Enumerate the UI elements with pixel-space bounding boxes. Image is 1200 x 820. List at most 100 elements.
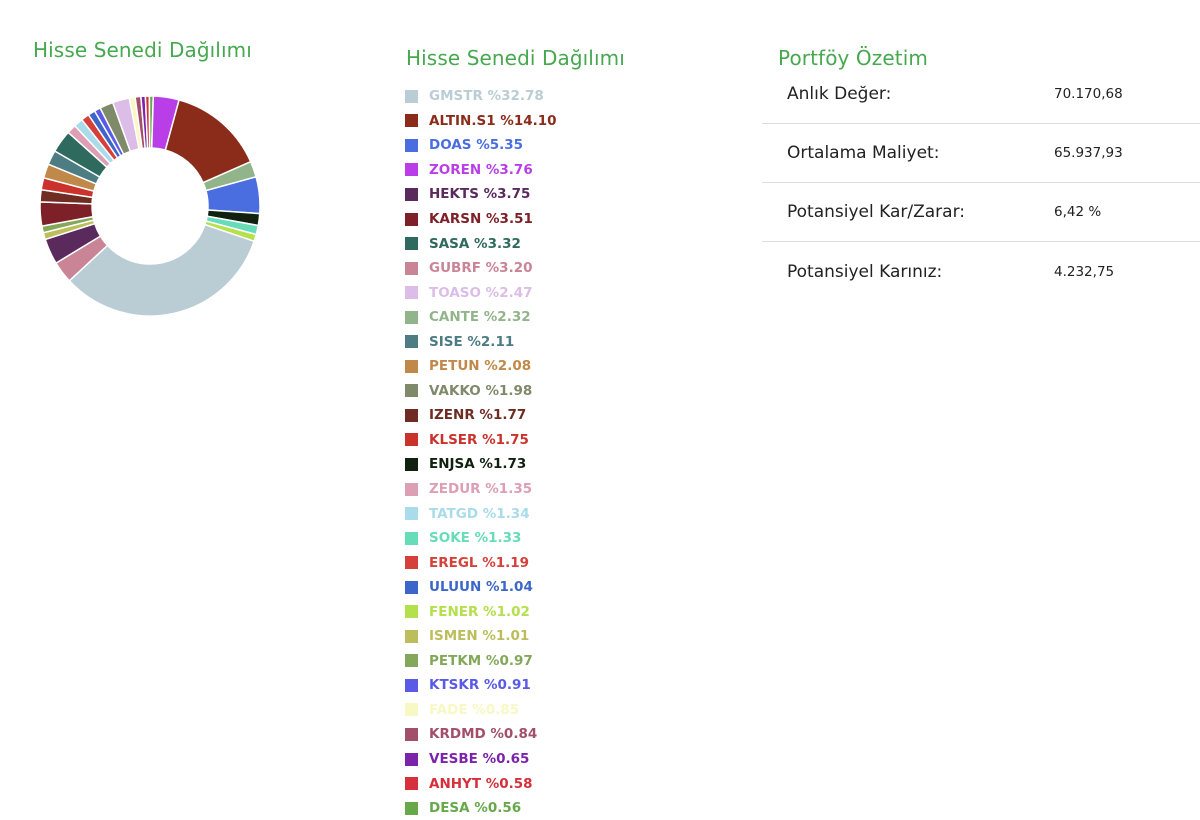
legend-item[interactable]: KRDMD %0.84 [405,722,557,747]
legend-label: SASA %3.32 [429,235,521,252]
legend-item[interactable]: TATGD %1.34 [405,501,557,526]
legend-swatch [405,752,418,766]
legend-swatch [405,629,418,643]
legend-item[interactable]: SOKE %1.33 [405,526,557,551]
legend-item[interactable]: CANTE %2.32 [405,305,557,330]
legend-label: ZOREN %3.76 [429,161,533,178]
legend-swatch [405,335,418,349]
legend-label: SISE %2.11 [429,333,515,350]
summary-row-current-value: Anlık Değer: 70.170,68 [762,65,1200,124]
legend-label: KRDMD %0.84 [429,726,538,743]
legend-label: EREGL %1.19 [429,554,530,571]
legend-item[interactable]: FADE %0.85 [405,698,557,723]
legend-swatch [405,678,418,692]
legend-item[interactable]: TOASO %2.47 [405,280,557,305]
legend-item[interactable]: KLSER %1.75 [405,428,557,453]
legend-swatch [405,89,418,103]
legend-item[interactable]: DESA %0.56 [405,796,557,820]
legend-swatch [405,163,418,177]
legend-swatch [405,531,418,545]
legend-label: KLSER %1.75 [429,431,529,448]
legend-label: GMSTR %32.78 [429,88,544,105]
legend-swatch [405,580,418,594]
legend-item[interactable]: PETUN %2.08 [405,354,557,379]
legend-label: ISMEN %1.01 [429,628,530,645]
legend-swatch [405,777,418,791]
legend-swatch [405,556,418,570]
summary-row-average-cost: Ortalama Maliyet: 65.937,93 [762,124,1200,183]
legend-label: TATGD %1.34 [429,505,530,522]
legend-item[interactable]: ISMEN %1.01 [405,624,557,649]
legend-swatch [405,359,418,373]
legend-swatch [405,384,418,398]
legend-title: Hisse Senedi Dağılımı [406,46,625,70]
legend-swatch [405,310,418,324]
donut-chart [39,95,261,317]
legend-item[interactable]: EREGL %1.19 [405,550,557,575]
legend-item[interactable]: VESBE %0.65 [405,747,557,772]
legend-item[interactable]: ENJSA %1.73 [405,452,557,477]
chart-legend: GMSTR %32.78 ALTIN.S1 %14.10 DOAS %5.35 ZOR… [405,84,557,820]
legend-label: KTSKR %0.91 [429,677,531,694]
summary-label: Anlık Değer: [787,84,892,104]
legend-swatch [405,507,418,521]
legend-swatch [405,212,418,226]
legend-swatch [405,482,418,496]
legend-item[interactable]: ANHYT %0.58 [405,771,557,796]
legend-item[interactable]: KARSN %3.51 [405,207,557,232]
legend-swatch [405,457,418,471]
legend-swatch [405,703,418,717]
legend-label: PETKM %0.97 [429,652,533,669]
legend-label: CANTE %2.32 [429,309,531,326]
legend-label: IZENR %1.77 [429,407,527,424]
legend-item[interactable]: ULUUN %1.04 [405,575,557,600]
legend-label: DOAS %5.35 [429,137,524,154]
summary-label: Potansiyel Kar/Zarar: [787,202,966,222]
summary-row-profit-loss: Potansiyel Kar/Zarar: 6,42 % [762,183,1200,242]
legend-swatch [405,114,418,128]
legend-item[interactable]: KTSKR %0.91 [405,673,557,698]
legend-swatch [405,261,418,275]
legend-item[interactable]: PETKM %0.97 [405,649,557,674]
legend-item[interactable]: VAKKO %1.98 [405,379,557,404]
legend-swatch [405,408,418,422]
portfolio-summary: Anlık Değer: 70.170,68 Ortalama Maliyet:… [762,65,1200,301]
legend-swatch [405,286,418,300]
legend-item[interactable]: SASA %3.32 [405,231,557,256]
legend-label: SOKE %1.33 [429,530,522,547]
legend-label: ENJSA %1.73 [429,456,527,473]
donut-slice[interactable] [68,223,256,317]
legend-label: FADE %0.85 [429,701,520,718]
legend-swatch [405,187,418,201]
legend-swatch [405,138,418,152]
legend-swatch [405,433,418,447]
legend-item[interactable]: DOAS %5.35 [405,133,557,158]
chart-title: Hisse Senedi Dağılımı [33,38,252,62]
donut-slice[interactable] [150,95,180,151]
legend-item[interactable]: HEKTS %3.75 [405,182,557,207]
legend-item[interactable]: SISE %2.11 [405,329,557,354]
legend-label: ULUUN %1.04 [429,579,533,596]
legend-item[interactable]: ZEDUR %1.35 [405,477,557,502]
legend-item[interactable]: GUBRF %3.20 [405,256,557,281]
legend-swatch [405,801,418,815]
summary-value: 4.232,75 [1054,263,1115,280]
legend-swatch [405,605,418,619]
legend-item[interactable]: IZENR %1.77 [405,403,557,428]
legend-item[interactable]: ZOREN %3.76 [405,158,557,183]
legend-label: PETUN %2.08 [429,358,532,375]
legend-label: ALTIN.S1 %14.10 [429,112,557,129]
legend-item[interactable]: ALTIN.S1 %14.10 [405,109,557,134]
legend-item[interactable]: FENER %1.02 [405,599,557,624]
legend-swatch [405,654,418,668]
portfolio-summary-title: Portföy Özetim [778,46,928,70]
legend-label: VESBE %0.65 [429,751,530,768]
summary-row-potential-profit: Potansiyel Karınız: 4.232,75 [762,242,1200,301]
legend-label: FENER %1.02 [429,603,530,620]
summary-label: Potansiyel Karınız: [787,261,943,282]
summary-value: 70.170,68 [1054,86,1123,102]
legend-item[interactable]: GMSTR %32.78 [405,84,557,109]
legend-label: DESA %0.56 [429,800,522,817]
legend-label: ANHYT %0.58 [429,775,533,792]
legend-label: GUBRF %3.20 [429,260,533,277]
